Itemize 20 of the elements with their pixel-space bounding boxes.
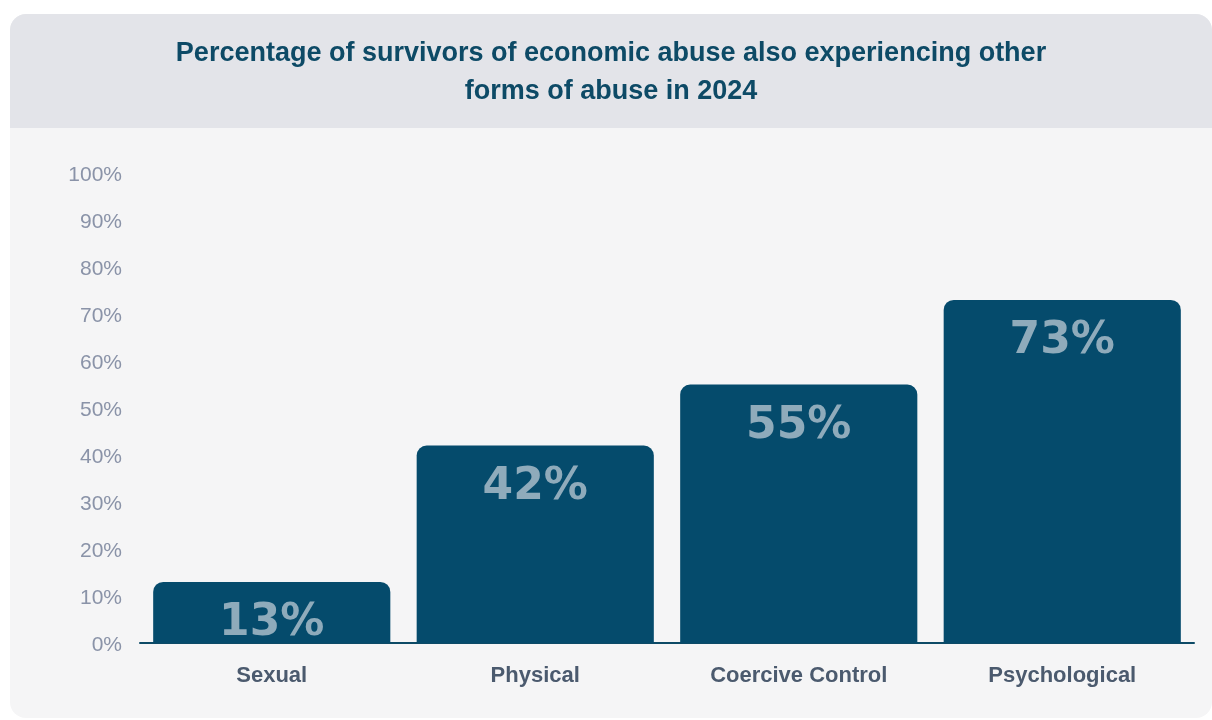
x-tick-label: Psychological (988, 661, 1137, 687)
y-tick-label: 10% (79, 584, 122, 608)
y-tick-label: 80% (79, 255, 122, 279)
y-tick-label: 50% (79, 396, 122, 420)
y-tick-label: 0% (91, 631, 122, 655)
data-label: 73% (1009, 312, 1115, 364)
data-label: 42% (482, 458, 588, 510)
y-tick-label: 20% (79, 537, 122, 561)
y-tick-label: 40% (79, 443, 122, 467)
y-tick-label: 90% (79, 208, 122, 232)
y-tick-label: 60% (79, 349, 122, 373)
data-label: 55% (746, 397, 852, 448)
x-tick-label: Sexual (236, 661, 308, 687)
y-tick-label: 100% (68, 161, 122, 185)
x-tick-label: Physical (490, 661, 580, 687)
x-tick-label: Coercive Control (710, 661, 888, 687)
data-label: 13% (219, 594, 325, 646)
y-tick-label: 70% (79, 302, 122, 326)
chart-title: Percentage of survivors of economic abuse also experiencing other forms of abuse in 2024 (174, 36, 1048, 107)
y-tick-label: 30% (79, 490, 122, 514)
